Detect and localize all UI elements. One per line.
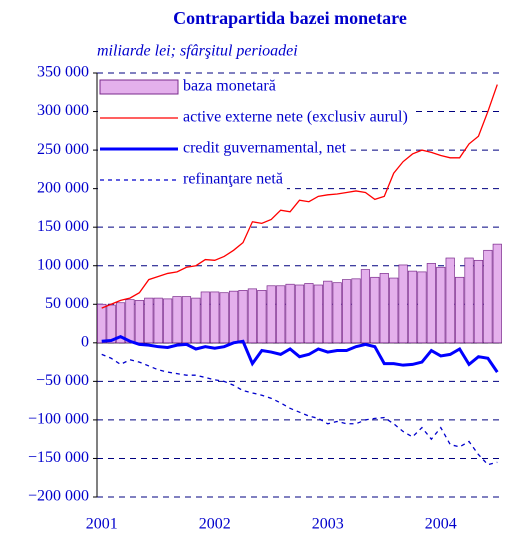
bar: [389, 277, 399, 344]
y-tick-label: −200 000: [28, 488, 89, 505]
y-tick-label: 150 000: [37, 218, 89, 235]
y-tick-label: 50 000: [45, 295, 89, 312]
bar: [115, 302, 126, 344]
bar: [407, 270, 418, 344]
y-tick-label: 250 000: [37, 141, 89, 158]
bar: [238, 290, 248, 344]
bar: [247, 288, 257, 344]
bar: [172, 296, 182, 344]
y-tick-label: 300 000: [37, 102, 89, 119]
bar: [276, 285, 286, 344]
chart-title: Contrapartida bazei monetare: [173, 8, 407, 28]
bar: [266, 285, 276, 344]
bar: [342, 279, 352, 344]
bar: [200, 291, 210, 344]
bar: [144, 297, 154, 344]
bar: [134, 300, 144, 344]
bar: [370, 276, 380, 344]
bar: [398, 264, 408, 344]
bar: [285, 283, 295, 344]
bar: [464, 257, 474, 344]
bar: [210, 291, 220, 344]
legend-swatch: [99, 79, 179, 95]
bar: [304, 283, 314, 344]
legend-background: [98, 167, 287, 193]
bar: [455, 276, 465, 344]
y-tick-label: 100 000: [37, 256, 89, 273]
bar: [492, 243, 502, 344]
bar: [125, 299, 135, 344]
bar: [313, 284, 323, 344]
legend-label: refinanţare netă: [183, 171, 283, 188]
y-tick-label: 0: [81, 333, 89, 350]
y-tick-label: −50 000: [36, 372, 89, 389]
series-line: [101, 84, 498, 309]
legend-entry: credit guvernamental, net: [98, 136, 351, 162]
x-tick-label: 2004: [425, 516, 457, 533]
bar: [228, 290, 239, 344]
y-tick-label: 350 000: [37, 64, 89, 81]
bar: [191, 297, 201, 344]
y-tick-label: −150 000: [28, 449, 89, 466]
bar: [257, 290, 267, 344]
legend-entry: baza monetară: [98, 74, 280, 100]
chart-subtitle: miliarde lei; sfârşitul perioadei: [97, 43, 298, 60]
bar: [97, 303, 107, 344]
bar: [379, 273, 389, 344]
bar: [351, 278, 361, 344]
x-tick-label: 2002: [199, 516, 231, 533]
bar: [323, 280, 333, 344]
bar: [294, 284, 305, 344]
y-tick-label: 200 000: [37, 179, 89, 196]
bar: [445, 257, 455, 344]
bar: [417, 271, 427, 344]
series-line: [101, 335, 499, 373]
legend-label: credit guvernamental, net: [183, 140, 347, 157]
legend-label: baza monetară: [183, 78, 276, 95]
bar: [219, 292, 229, 344]
series-line: [101, 353, 498, 466]
bar: [332, 282, 342, 344]
legend-entry: refinanţare netă: [98, 167, 287, 193]
legend-entry: active externe nete (exclusiv aurul): [98, 105, 412, 131]
bar: [426, 263, 436, 344]
y-tick-label: −100 000: [28, 411, 89, 428]
bar: [473, 259, 484, 344]
bar: [436, 266, 446, 344]
x-tick-label: 2001: [86, 516, 118, 533]
bar: [360, 269, 371, 344]
bar: [181, 296, 192, 344]
bar: [106, 304, 116, 344]
x-tick-label: 2003: [312, 516, 344, 533]
bar: [483, 249, 493, 344]
bar: [163, 298, 173, 344]
bar: [153, 297, 163, 344]
legend-label: active externe nete (exclusiv aurul): [183, 109, 408, 126]
